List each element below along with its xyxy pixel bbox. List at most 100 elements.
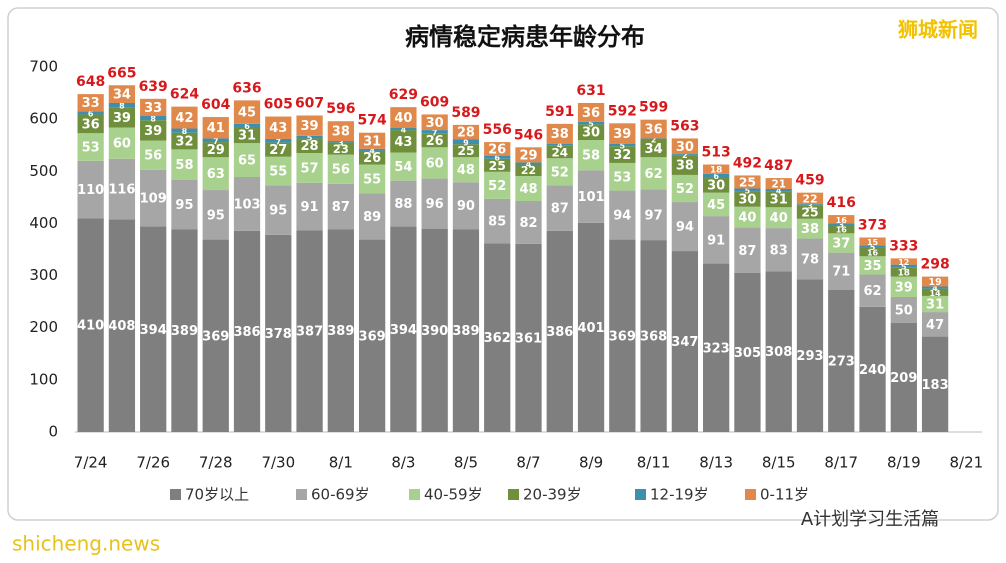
data-label: 48 (457, 163, 475, 178)
data-label: 23 (333, 142, 349, 156)
bar-segment (765, 271, 792, 432)
bar-segment (671, 138, 699, 155)
x-tick-label: 8/1 (329, 454, 353, 472)
data-label: 38 (332, 125, 350, 140)
total-label: 487 (764, 158, 793, 174)
legend-swatch (635, 489, 646, 500)
bar-segment (859, 306, 886, 432)
bar-segment (921, 336, 949, 432)
data-label: 408 (108, 319, 135, 334)
data-label: 4 (526, 160, 532, 169)
bar-segment (452, 124, 480, 140)
data-label: 27 (269, 143, 287, 158)
data-label: 183 (922, 378, 949, 393)
bar-segment (421, 147, 448, 179)
bar-segment (609, 162, 636, 191)
bar-segment (734, 188, 761, 192)
data-label: 40 (394, 111, 412, 126)
bar-segment (421, 130, 448, 134)
bar-segment (390, 180, 417, 227)
legend-label: 0-11岁 (760, 486, 809, 504)
bar-segment (921, 312, 949, 337)
data-label: 87 (738, 244, 756, 259)
bar-segment (77, 133, 104, 161)
data-label: 37 (832, 236, 850, 251)
bar-segment (390, 226, 417, 432)
bar-segment (671, 154, 699, 156)
data-label: 5 (901, 262, 907, 271)
data-label: 57 (301, 161, 319, 176)
data-label: 30 (738, 192, 756, 207)
data-label: 32 (613, 148, 631, 163)
data-label: 21 (771, 179, 785, 191)
bar-segment (796, 279, 824, 432)
data-label: 52 (676, 182, 694, 197)
total-label: 609 (420, 94, 449, 110)
data-label: 54 (394, 160, 412, 175)
data-label: 7 (213, 137, 219, 146)
bar-segment (140, 169, 167, 227)
y-tick-label: 300 (29, 266, 58, 284)
x-tick-label: 7/30 (261, 454, 295, 472)
bar-segment (296, 138, 323, 154)
total-label: 648 (76, 74, 105, 90)
data-label: 369 (359, 329, 386, 344)
total-label: 631 (576, 83, 605, 99)
bar-segment (233, 126, 261, 144)
bar-segment (703, 192, 730, 217)
data-label: 87 (551, 202, 569, 217)
bar-segment (202, 190, 229, 240)
chart-title: 病情稳定病患年龄分布 (405, 23, 645, 51)
bar-segment (734, 206, 761, 228)
data-label: 362 (484, 331, 511, 346)
bar-segment (390, 128, 417, 131)
legend-label: 60-69岁 (311, 486, 370, 504)
legend-label: 20-39岁 (523, 486, 582, 504)
y-tick-label: 500 (29, 162, 58, 180)
data-label: 389 (452, 324, 479, 339)
bar-segment (671, 202, 699, 252)
x-tick-label: 8/11 (637, 454, 671, 472)
bar-segment (421, 114, 448, 131)
bar-segment (515, 162, 542, 165)
bar-segment (202, 142, 229, 158)
data-label: 60 (426, 156, 444, 171)
bar-segment (171, 229, 198, 432)
data-label: 36 (582, 106, 600, 121)
data-label: 5 (745, 186, 751, 195)
x-tick-label: 8/9 (579, 454, 603, 472)
data-label: 53 (613, 170, 631, 185)
data-label: 41 (207, 121, 225, 136)
bar-segment (233, 100, 261, 124)
bar-segment (703, 173, 730, 178)
data-label: 389 (171, 324, 198, 339)
bar-segment (577, 124, 605, 140)
data-label: 347 (671, 335, 698, 350)
total-label: 639 (139, 79, 168, 95)
legend-label: 70岁以上 (185, 486, 249, 504)
bar-segment (796, 192, 824, 205)
data-label: 369 (202, 329, 229, 344)
bar-segment (421, 178, 448, 229)
account: A计划学习生活篇 (801, 509, 939, 530)
total-label: 599 (639, 100, 668, 116)
bar-segment (296, 115, 323, 136)
data-label: 29 (519, 148, 537, 163)
data-label: 5 (588, 120, 594, 129)
bar-segment (546, 143, 573, 146)
data-label: 30 (582, 126, 600, 141)
data-label: 240 (859, 363, 886, 378)
y-tick-label: 600 (29, 110, 58, 128)
total-label: 605 (264, 97, 293, 113)
bar-segment (265, 185, 292, 235)
y-tick-label: 100 (29, 370, 58, 388)
x-tick-label: 7/28 (199, 454, 233, 472)
data-label: 389 (327, 324, 354, 339)
data-label: 26 (488, 142, 506, 157)
data-label: 4 (401, 126, 407, 135)
legend-swatch (745, 489, 756, 500)
data-label: 55 (269, 165, 287, 180)
data-label: 116 (108, 183, 135, 198)
bar-segment (265, 156, 292, 186)
bar-segment (484, 158, 511, 172)
